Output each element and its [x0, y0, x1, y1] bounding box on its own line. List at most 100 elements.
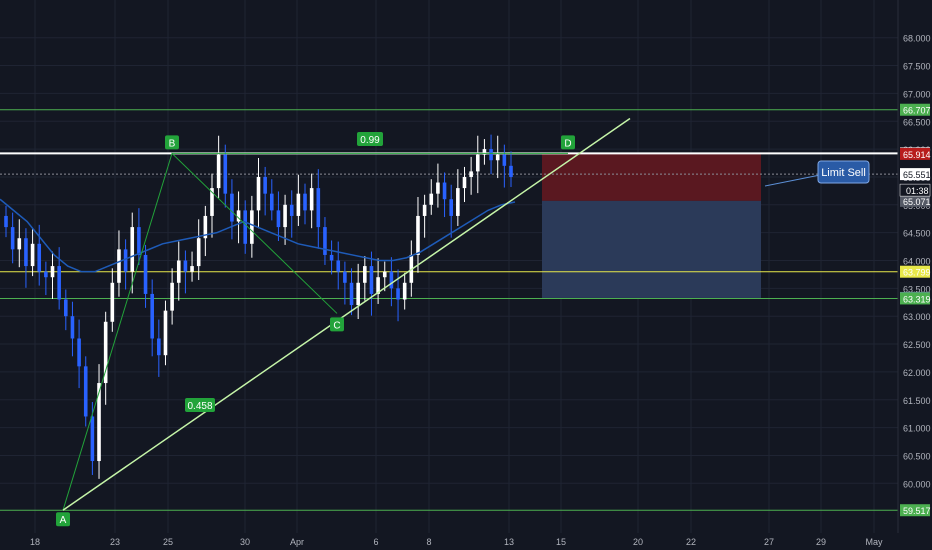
- ratio-badge: [185, 398, 215, 412]
- price-tag: [900, 147, 930, 160]
- candle-body: [90, 416, 95, 462]
- candle-body: [236, 210, 241, 222]
- price-tag: [900, 292, 930, 305]
- candle-body: [449, 199, 453, 216]
- time-tick-label: 22: [686, 537, 696, 547]
- time-tick-label: 20: [633, 537, 643, 547]
- candle-body: [130, 227, 135, 272]
- candle-body: [103, 321, 108, 384]
- time-tick-label: 25: [163, 537, 173, 547]
- pattern-point-b-badge: [165, 135, 179, 150]
- time-tick-label: 8: [426, 537, 431, 547]
- candle-body: [183, 260, 188, 272]
- limit-sell-callout: [817, 160, 870, 184]
- price-tick-label: 62.500: [903, 340, 931, 350]
- candle-body: [475, 154, 480, 172]
- candle-body: [296, 193, 301, 216]
- candle-body: [190, 266, 194, 272]
- price-tag: [900, 194, 930, 207]
- price-tick-label: 62.000: [903, 368, 931, 378]
- candle-body: [495, 154, 500, 161]
- candle-body: [243, 210, 248, 244]
- price-tick-label: 67.500: [903, 62, 931, 72]
- candle-body: [210, 188, 214, 216]
- candle-body: [50, 266, 55, 278]
- time-tick-label: 30: [240, 537, 250, 547]
- time-tick-label: 23: [110, 537, 120, 547]
- candle-body: [263, 176, 267, 194]
- candle-body: [203, 215, 208, 239]
- candle-body: [57, 266, 61, 300]
- candle-body: [250, 210, 254, 244]
- time-tick-label: 27: [764, 537, 774, 547]
- candle-body: [382, 271, 387, 278]
- stop-loss-zone: [542, 153, 761, 201]
- annotation-pointer: [764, 174, 821, 187]
- candle-body: [216, 154, 221, 189]
- candle-body: [343, 271, 347, 283]
- moving-average-line: [0, 198, 516, 273]
- candle-body: [230, 193, 234, 222]
- time-tick-label: Apr: [290, 537, 304, 547]
- pattern-point-a-badge: [56, 512, 70, 527]
- candle-body: [117, 249, 121, 283]
- candle-body: [429, 193, 434, 205]
- candle-body: [157, 338, 161, 356]
- price-tag-label: 65.071: [903, 197, 931, 207]
- candle-body: [323, 227, 327, 255]
- candle-body: [196, 238, 201, 267]
- countdown-label: 01:38: [906, 186, 929, 196]
- candle-body: [482, 149, 487, 155]
- price-tag-label: 65.551: [903, 170, 931, 180]
- candle-body: [502, 154, 507, 166]
- pattern-point-d-label: D: [564, 138, 571, 149]
- candle-body: [316, 188, 321, 228]
- ratio-label: 0.458: [187, 401, 212, 412]
- price-tick-label: 66.500: [903, 117, 931, 127]
- price-tick-label: 63.000: [903, 312, 931, 322]
- price-tag-label: 59.517: [903, 506, 931, 516]
- pattern-point-c-badge: [330, 317, 344, 332]
- candle-body: [469, 171, 473, 177]
- candle-body: [402, 282, 407, 300]
- candle-body: [489, 149, 493, 161]
- price-tick-label: 64.000: [903, 257, 931, 267]
- time-tick-label: 18: [30, 537, 40, 547]
- ratio-badge: [357, 132, 383, 146]
- candle-body: [10, 227, 15, 250]
- pattern-point-d-badge: [561, 135, 575, 150]
- candle-body: [4, 215, 8, 228]
- price-tag: [900, 504, 930, 517]
- ratio-label: 0.99: [360, 135, 380, 146]
- candle-body: [170, 282, 174, 311]
- price-tick-label: 67.000: [903, 89, 931, 99]
- candle-body: [356, 282, 360, 306]
- candle-body: [422, 204, 427, 216]
- candle-body: [509, 165, 513, 177]
- candle-body: [349, 282, 354, 306]
- candle-body: [363, 266, 367, 283]
- candle-body: [283, 204, 287, 228]
- candle-body: [110, 282, 115, 322]
- price-tick-label: 63.500: [903, 284, 931, 294]
- candle-body: [442, 182, 447, 200]
- candle-body: [396, 288, 400, 300]
- candle-body: [24, 238, 28, 267]
- countdown-tag: [899, 183, 931, 197]
- candle-body: [123, 249, 128, 272]
- limit-sell-text: Limit Sell: [821, 167, 866, 179]
- candle-body: [309, 188, 314, 211]
- price-tag-label: 66.707: [903, 106, 931, 116]
- candle-body: [137, 227, 141, 255]
- candle-body: [369, 266, 374, 294]
- trend-line: [62, 117, 631, 511]
- candle-body: [303, 193, 307, 211]
- time-tick-label: 29: [816, 537, 826, 547]
- candle-body: [416, 215, 420, 255]
- pattern-point-c-label: C: [333, 320, 340, 331]
- price-tick-label: 64.500: [903, 229, 931, 239]
- candle-body: [389, 271, 394, 289]
- price-tick-label: 60.000: [903, 479, 931, 489]
